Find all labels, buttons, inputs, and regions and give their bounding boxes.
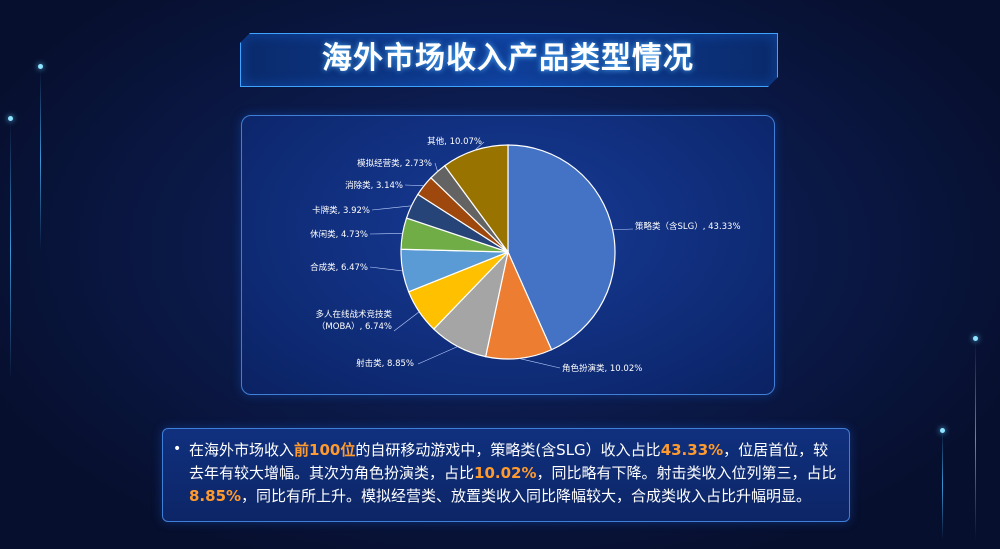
slice-label: 卡牌类, 3.92% [312, 205, 370, 216]
pie-chart: 策略类（含SLG）, 43.33% 角色扮演类, 10.02% 射击类, 8.85%… [310, 136, 741, 374]
leader-line [393, 311, 420, 332]
title-frame [240, 33, 778, 87]
decor-line-right [975, 340, 976, 540]
decor-dot-right-2 [940, 428, 945, 433]
leader-line [612, 228, 634, 231]
leader-line [369, 266, 403, 272]
summary-segment: ，同比略有下降。射击类收入位列第三，占比 [536, 464, 837, 482]
pie-slice [507, 144, 616, 351]
slice-label: 策略类（含SLG）, 43.33% [635, 221, 741, 232]
decor-line-right-2 [942, 430, 943, 540]
summary-highlight: 前100位 [294, 441, 356, 459]
leader-line [404, 184, 425, 187]
summary-panel: • 在海外市场收入前100位的自研移动游戏中，策略类(含SLG）收入占比43.3… [162, 428, 850, 522]
page-title: 海外市场收入产品类型情况 [322, 41, 694, 76]
summary-bullet: • [173, 441, 182, 457]
slice-label: 合成类, 6.47% [310, 262, 368, 273]
decor-dot-left-2 [8, 116, 13, 121]
slice-label: 消除类, 3.14% [345, 180, 403, 191]
leader-line [417, 346, 458, 365]
summary-segment: 在海外市场收入 [189, 441, 295, 459]
decor-line-left [40, 70, 41, 250]
slice-label: 休闲类, 4.73% [310, 229, 368, 240]
decor-dot-left [38, 64, 43, 69]
leader-line [369, 233, 403, 235]
summary-highlight: 43.33% [660, 441, 724, 459]
summary-highlight: 8.85% [189, 487, 242, 505]
leader-line [434, 162, 438, 172]
leader-line [519, 358, 561, 369]
summary-segment: ，位居首位，较去年有较大增幅。其次为角色扮演类，占比 [189, 441, 829, 482]
slice-label: 多人在线战术竞技类（MOBA）, 6.74% [315, 309, 392, 332]
slice-label: 角色扮演类, 10.02% [562, 363, 642, 374]
summary-highlight: 10.02% [474, 464, 537, 482]
chart-panel: 策略类（含SLG）, 43.33% 角色扮演类, 10.02% 射击类, 8.85%… [241, 115, 775, 395]
summary-segment: 的自研移动游戏中，策略类(含SLG）收入占比 [355, 441, 661, 459]
slice-label: 模拟经营类, 2.73% [357, 158, 432, 169]
decor-dot-right [973, 336, 978, 341]
summary-segment: ，同比有所上升。模拟经营类、放置类收入同比降幅较大，合成类收入占比升幅明显。 [241, 487, 812, 505]
leader-line [371, 205, 412, 211]
decor-line-left-2 [10, 120, 11, 380]
slice-label: 射击类, 8.85% [356, 358, 414, 369]
leader-line [474, 141, 485, 151]
summary-text: 在海外市场收入前100位的自研移动游戏中，策略类(含SLG）收入占比43.33%… [189, 439, 839, 508]
slice-label: 其他, 10.07% [427, 136, 482, 147]
